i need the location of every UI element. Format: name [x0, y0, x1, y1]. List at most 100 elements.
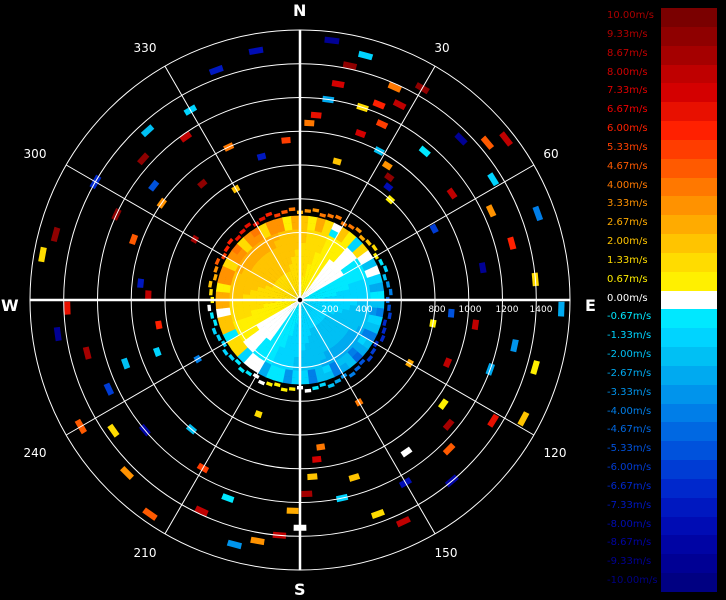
colorbar-label: 0.00m/s — [607, 292, 648, 304]
velocity-cell — [337, 317, 347, 326]
velocity-cell — [301, 290, 305, 298]
velocity-cell — [375, 119, 389, 130]
velocity-cell — [309, 302, 317, 306]
colorbar-label: 2.00m/s — [607, 236, 648, 248]
velocity-cell — [387, 81, 402, 93]
velocity-cell — [179, 131, 193, 143]
azimuth-spoke — [299, 299, 535, 436]
velocity-cell — [312, 326, 319, 335]
velocity-cell — [306, 287, 313, 294]
colorbar-swatch — [661, 497, 717, 517]
colorbar-swatch — [661, 554, 717, 574]
colorbar-label: 4.00m/s — [607, 179, 648, 191]
colorbar-swatch — [661, 139, 717, 159]
velocity-cell — [392, 99, 407, 111]
velocity-colorbar: 10.00m/s 9.33m/s 8.67m/s 8.00m/s 7.33m/s 6.67… — [604, 8, 720, 592]
velocity-cell — [322, 304, 330, 310]
velocity-cell — [371, 244, 378, 252]
radar-svg — [29, 29, 571, 571]
velocity-cell — [235, 299, 244, 307]
velocity-cell — [213, 265, 219, 273]
velocity-cell — [277, 290, 285, 295]
velocity-cell — [238, 317, 248, 327]
range-label-1200: 1200 — [495, 305, 519, 315]
colorbar-swatch — [661, 215, 717, 235]
velocity-cell — [313, 275, 321, 283]
velocity-cell — [216, 334, 222, 342]
velocity-cell — [287, 242, 295, 251]
velocity-cell — [304, 270, 310, 278]
velocity-cell — [314, 306, 322, 312]
velocity-cell — [309, 293, 317, 297]
velocity-cell — [381, 160, 393, 171]
velocity-cell — [295, 302, 299, 310]
compass-west-label: W — [1, 296, 19, 315]
velocity-cell — [314, 223, 325, 233]
velocity-cell — [291, 222, 301, 230]
velocity-cell — [302, 301, 310, 305]
velocity-cell — [307, 473, 318, 481]
velocity-cell — [379, 334, 386, 343]
velocity-cell — [316, 443, 326, 451]
velocity-cell — [320, 247, 329, 257]
velocity-cell — [350, 293, 358, 301]
velocity-cell — [258, 216, 266, 222]
velocity-cell — [293, 356, 301, 365]
velocity-cell — [357, 243, 369, 255]
velocity-cell — [284, 312, 291, 320]
velocity-cell — [342, 289, 351, 296]
velocity-cell — [355, 226, 363, 234]
velocity-cell — [329, 274, 339, 282]
velocity-cell — [242, 293, 250, 301]
velocity-cell — [272, 309, 280, 316]
velocity-cell — [283, 296, 291, 299]
velocity-cell — [242, 299, 250, 307]
velocity-cell — [221, 493, 235, 503]
velocity-cell — [308, 313, 315, 321]
azimuth-spoke — [299, 299, 436, 535]
velocity-cell — [382, 265, 389, 273]
velocity-cell — [323, 370, 335, 381]
velocity-cell — [377, 299, 385, 310]
azimuth-label-210: 210 — [133, 546, 157, 560]
velocity-cell — [208, 280, 213, 288]
velocity-cell — [285, 279, 292, 287]
velocity-cell — [293, 235, 301, 244]
colorbar-swatch — [661, 441, 717, 461]
velocity-cell — [317, 279, 325, 287]
velocity-cell — [248, 46, 264, 55]
velocity-cell — [267, 324, 276, 333]
colorbar-swatch — [661, 121, 717, 140]
velocity-cell — [273, 382, 281, 388]
velocity-cell — [273, 212, 281, 218]
velocity-cell — [329, 292, 338, 297]
velocity-cell — [288, 207, 296, 212]
velocity-cell — [356, 299, 365, 307]
velocity-cell — [284, 250, 292, 259]
velocity-cell — [309, 280, 316, 288]
velocity-cell — [281, 333, 289, 342]
velocity-cell — [256, 152, 267, 161]
velocity-cell — [354, 311, 363, 321]
velocity-cell — [312, 455, 322, 463]
velocity-cell — [370, 347, 377, 355]
velocity-cell — [284, 272, 291, 280]
velocity-cell — [236, 286, 245, 295]
velocity-cell — [270, 264, 279, 273]
velocity-cell — [320, 309, 328, 316]
velocity-cell — [313, 339, 321, 349]
velocity-cell — [107, 423, 120, 438]
velocity-cell — [333, 247, 344, 258]
velocity-cell — [341, 284, 350, 292]
velocity-cell — [319, 382, 327, 388]
colorbar-label: 6.67m/s — [607, 104, 648, 116]
velocity-cell — [283, 303, 291, 307]
colorbar-swatch — [661, 271, 717, 291]
velocity-cell — [50, 226, 61, 242]
velocity-cell — [282, 243, 290, 253]
velocity-cell — [219, 323, 230, 335]
velocity-cell — [291, 370, 301, 378]
velocity-cell — [250, 308, 259, 316]
colorbar-label: -9.33m/s — [607, 556, 652, 568]
velocity-cell — [194, 505, 209, 517]
